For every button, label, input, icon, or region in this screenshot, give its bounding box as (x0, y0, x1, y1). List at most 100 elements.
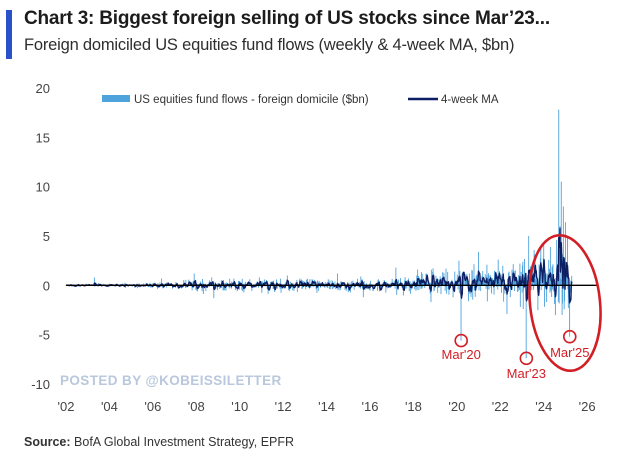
weekly-bar (290, 281, 292, 286)
x-tick-label: '06 (144, 399, 161, 414)
weekly-bar (503, 285, 505, 302)
weekly-bar (185, 279, 187, 286)
weekly-bar (279, 285, 281, 289)
weekly-bar (163, 283, 165, 286)
weekly-bar (195, 285, 197, 290)
weekly-bar (219, 285, 221, 289)
weekly-bar (418, 285, 420, 291)
weekly-bar (525, 285, 527, 359)
weekly-bar (307, 285, 309, 288)
weekly-bar (480, 285, 482, 291)
weekly-bar (422, 285, 424, 288)
weekly-bar (564, 285, 566, 302)
weekly-bar (395, 282, 397, 286)
source-label: Source: (24, 435, 71, 449)
weekly-bar (304, 285, 306, 287)
weekly-bar (320, 285, 322, 288)
weekly-bar (266, 285, 268, 289)
weekly-bar (448, 285, 450, 295)
weekly-bar (483, 277, 485, 286)
weekly-bar (493, 285, 495, 295)
weekly-bar (445, 285, 447, 294)
weekly-bar (241, 278, 243, 286)
weekly-bar (366, 283, 368, 286)
weekly-bar (280, 285, 282, 293)
weekly-bar (385, 285, 387, 293)
weekly-bar (560, 181, 562, 286)
weekly-bar (519, 285, 521, 307)
weekly-bar (280, 278, 282, 286)
weekly-bar (497, 285, 499, 290)
weekly-bar (352, 280, 354, 286)
weekly-bar (430, 269, 432, 286)
weekly-bar (217, 285, 219, 291)
weekly-bar (242, 285, 244, 292)
weekly-bar (258, 277, 260, 286)
weekly-bar (301, 285, 303, 289)
legend-bar-swatch (102, 95, 130, 102)
weekly-bar (478, 285, 480, 291)
weekly-bar (553, 285, 555, 292)
annotation-label: Mar'20 (442, 347, 481, 362)
weekly-bar (556, 239, 558, 286)
weekly-bar (548, 259, 550, 286)
weekly-bar (452, 285, 454, 298)
y-tick-label: -10 (31, 377, 50, 392)
weekly-bar (402, 283, 404, 286)
weekly-bar (420, 285, 422, 289)
weekly-bar (363, 281, 365, 286)
x-tick-label: '14 (318, 399, 335, 414)
ma-line-group (65, 227, 573, 304)
weekly-bar (471, 270, 473, 286)
weekly-bar (488, 273, 490, 286)
weekly-bar (567, 285, 569, 309)
weekly-bar (564, 222, 566, 286)
weekly-bar (202, 282, 204, 286)
y-tick-label: 15 (36, 130, 50, 145)
weekly-bar (499, 282, 501, 286)
weekly-bar (479, 278, 481, 286)
weekly-bar (540, 285, 542, 291)
weekly-bar (511, 269, 513, 286)
weekly-bar (292, 285, 294, 291)
weekly-bar (326, 282, 328, 286)
weekly-bar (442, 280, 444, 286)
weekly-bar (215, 285, 217, 289)
weekly-bar (377, 285, 378, 291)
weekly-bar (466, 280, 468, 286)
weekly-bar (296, 285, 298, 293)
weekly-bar (381, 283, 383, 286)
weekly-bar (241, 285, 243, 291)
weekly-bar (557, 285, 559, 303)
weekly-bar (225, 285, 227, 291)
weekly-bar (322, 285, 324, 287)
weekly-bar (487, 285, 489, 290)
weekly-bar (124, 282, 126, 286)
weekly-bar (517, 280, 519, 286)
weekly-bar (243, 283, 245, 286)
weekly-bar (496, 285, 497, 287)
weekly-bar (430, 285, 432, 303)
weekly-bar (485, 285, 487, 289)
weekly-bar (161, 278, 163, 286)
weekly-bar (437, 285, 439, 293)
weekly-bar (261, 285, 263, 293)
weekly-bar (249, 283, 251, 286)
y-axis-ticks: -10 -5 0 5 10 15 20 (31, 81, 50, 392)
weekly-bar (330, 285, 332, 290)
weekly-bar (558, 109, 560, 286)
chart-subtitle: Foreign domiciled US equities fund flows… (24, 36, 515, 54)
weekly-bar (259, 282, 261, 286)
weekly-bar (225, 282, 227, 286)
weekly-bar (567, 237, 568, 286)
x-tick-label: '16 (362, 399, 379, 414)
annotation-label: Mar'25 (550, 345, 589, 360)
weekly-bar (523, 285, 525, 291)
weekly-bar (324, 282, 326, 286)
weekly-bar (506, 285, 508, 314)
weekly-bar (387, 285, 388, 289)
weekly-bar (558, 285, 560, 304)
weekly-bar (537, 285, 539, 311)
weekly-bar (551, 266, 553, 286)
